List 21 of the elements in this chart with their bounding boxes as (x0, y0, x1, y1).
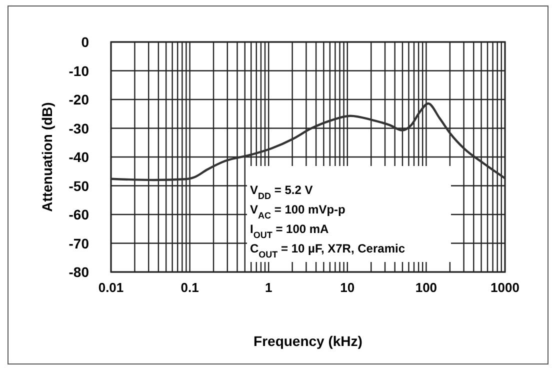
y-tick-label: -40 (68, 149, 90, 165)
y-tick-label: -80 (68, 264, 90, 280)
x-tick-label: 0.1 (180, 280, 199, 295)
annotation: C$_{OUT}$ = 10 µF, X7R, Ceramic (250, 242, 406, 260)
annotation: I$_{OUT}$ = 100 mA (250, 222, 330, 240)
y-tick-label: -10 (68, 62, 90, 79)
x-tick-label: 1000 (490, 280, 520, 295)
y-axis-title: Attenuation (dB) (39, 102, 55, 212)
annotation: V$_{AC}$ = 100 mVp-p (250, 202, 346, 220)
y-tick-label: -20 (68, 92, 90, 108)
x-tick-label: 1 (264, 280, 272, 295)
y-tick-label: -60 (68, 206, 90, 222)
x-tick-label: 100 (415, 280, 438, 295)
y-tick-label: -30 (68, 120, 90, 136)
y-tick-label: -70 (68, 235, 90, 252)
y-tick-label: -50 (68, 178, 90, 194)
y-tick-label: 0 (81, 34, 90, 50)
x-axis-title: Frequency (kHz) (254, 333, 362, 349)
x-tick-label: 0.01 (98, 280, 124, 295)
annotation: V$_{DD}$ = 5.2 V (250, 183, 313, 201)
x-tick-label: 10 (340, 280, 355, 295)
